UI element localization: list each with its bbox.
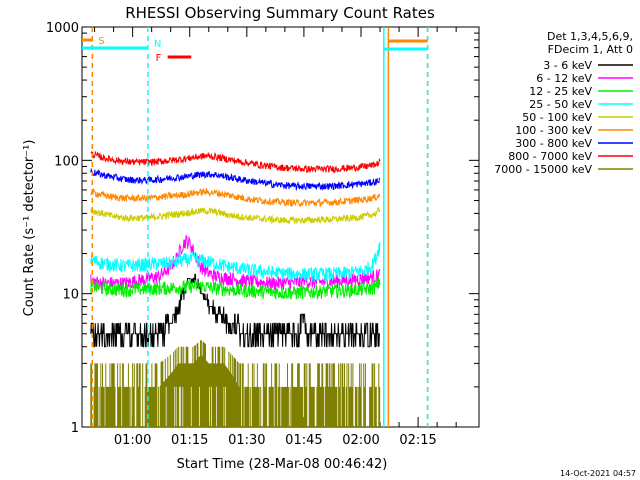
series-8: [90, 150, 381, 174]
x-tick-label: 01:45: [285, 433, 322, 448]
legend-entry-label: 6 - 12 keV: [536, 72, 592, 85]
series-5: [90, 206, 381, 225]
legend-entry-label: 25 - 50 keV: [529, 98, 592, 111]
chart-title: RHESSI Observing Summary Count Rates: [125, 4, 435, 22]
series-trace: [90, 206, 381, 225]
legend-header: FDecim 1, Att 0: [548, 43, 633, 56]
legend-entry-label: 300 - 800 keV: [515, 137, 592, 150]
flag-label: F: [156, 53, 162, 64]
legend-entry-label: 100 - 300 keV: [515, 124, 592, 137]
y-axis-label: Count Rate (s⁻¹ detector⁻¹): [22, 140, 37, 317]
series-trace: [90, 150, 381, 174]
series-trace: [90, 273, 380, 348]
y-tick-label: 10: [62, 288, 79, 303]
legend-entry-label: 12 - 25 keV: [529, 85, 592, 98]
x-tick-label: 02:15: [399, 433, 436, 448]
series-3: [90, 277, 381, 300]
series-trace: [90, 241, 381, 282]
series-7: [90, 167, 381, 192]
x-tick-label: 01:15: [171, 433, 208, 448]
x-tick-label: 01:30: [228, 433, 265, 448]
legend-entry-label: 7000 - 15000 keV: [494, 163, 592, 176]
legend: Det 1,3,4,5,6,9,FDecim 1, Att 0 3 - 6 keV…: [494, 30, 633, 176]
plot-area: 1 10 100 1000 01:00 01:15 01:30 01:45 02:00 02:15…: [46, 21, 480, 448]
footer-timestamp: 14-Oct-2021 04:57: [560, 469, 636, 478]
series-trace: [90, 235, 381, 291]
y-tick-label: 1: [71, 421, 79, 436]
series-trace: [90, 277, 381, 300]
series-6: [90, 187, 381, 208]
y-tick-label: 1000: [46, 21, 79, 36]
series-2: [90, 235, 381, 291]
x-tick-label: 01:00: [114, 433, 151, 448]
flag-label: N: [154, 39, 161, 50]
x-axis-label: Start Time (28-Mar-08 00:46:42): [177, 457, 388, 472]
series-trace: [90, 187, 381, 208]
y-tick-label: 100: [54, 154, 79, 169]
legend-header: Det 1,3,4,5,6,9,: [547, 30, 633, 43]
legend-entry-label: 800 - 7000 keV: [508, 150, 592, 163]
series-trace: [90, 167, 381, 192]
x-tick-label: 02:00: [342, 433, 379, 448]
series-4: [90, 241, 381, 282]
series-1: [90, 273, 381, 348]
flag-label: S: [98, 36, 104, 47]
legend-entry-label: 3 - 6 keV: [543, 59, 592, 72]
legend-entry-label: 50 - 100 keV: [522, 111, 592, 124]
